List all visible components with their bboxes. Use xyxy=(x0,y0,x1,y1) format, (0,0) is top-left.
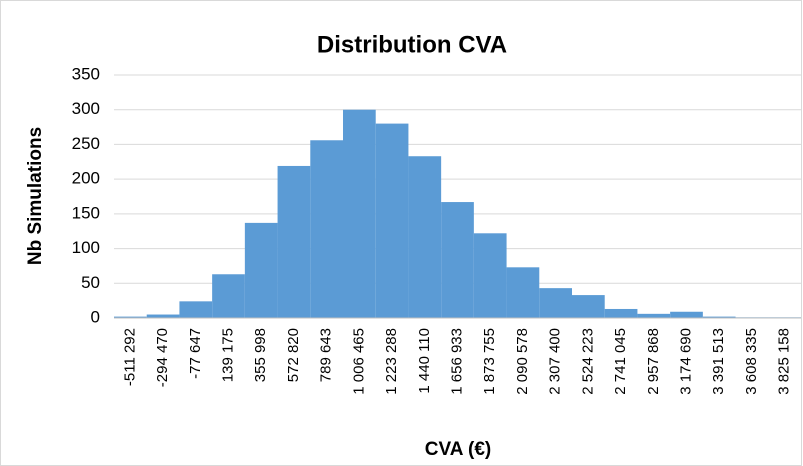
chart-title: Distribution CVA xyxy=(317,31,507,58)
x-tick-label: 2 957 868 xyxy=(645,328,662,395)
bar xyxy=(179,301,213,318)
y-tick-label: 200 xyxy=(72,169,100,188)
y-tick-label: 350 xyxy=(72,64,100,83)
x-tick-label: 3 608 335 xyxy=(743,328,760,395)
x-tick-label: 1 873 755 xyxy=(481,328,498,395)
y-tick-label: 300 xyxy=(72,99,100,118)
bar xyxy=(343,109,376,318)
bar xyxy=(637,313,671,318)
bar xyxy=(473,233,507,318)
bar xyxy=(212,274,245,318)
bar xyxy=(539,288,572,318)
y-tick-label: 150 xyxy=(72,203,100,222)
y-tick-label: 250 xyxy=(72,134,100,153)
x-tick-label: 1 440 110 xyxy=(416,328,433,394)
bar xyxy=(375,123,409,318)
y-tick-label: 50 xyxy=(81,273,100,292)
x-tick-label: 1 656 933 xyxy=(448,328,465,395)
x-tick-label: 2 741 045 xyxy=(612,328,629,395)
bar xyxy=(114,316,147,318)
x-tick-label: 3 391 513 xyxy=(710,328,727,395)
bar xyxy=(702,316,736,318)
bar xyxy=(244,222,278,318)
x-tick-label: 789 643 xyxy=(318,328,335,382)
y-tick-label: 0 xyxy=(91,307,100,326)
bar xyxy=(310,140,343,318)
y-axis-label: Nb Simulations xyxy=(25,127,46,265)
y-tick-label: 100 xyxy=(72,238,100,257)
x-tick-label: 3 174 690 xyxy=(677,328,694,395)
x-tick-label: 1 223 288 xyxy=(383,328,400,395)
bar xyxy=(408,156,442,318)
x-tick-label: -511 292 xyxy=(121,328,138,386)
bar xyxy=(670,311,703,318)
x-tick-label: -77 647 xyxy=(187,328,204,379)
x-tick-label: 355 998 xyxy=(252,328,269,382)
x-tick-label: 2 090 578 xyxy=(514,328,531,395)
x-tick-label: -294 470 xyxy=(154,328,171,387)
bar xyxy=(572,295,605,318)
x-tick-label: 139 175 xyxy=(219,328,236,382)
bar xyxy=(604,308,638,318)
bar xyxy=(441,202,474,318)
bar xyxy=(146,314,180,318)
x-tick-label: 1 006 465 xyxy=(350,328,367,395)
bar xyxy=(506,267,540,318)
x-tick-label: 2 307 400 xyxy=(547,328,564,395)
x-tick-label: 572 820 xyxy=(285,328,302,382)
x-axis-label: CVA (€) xyxy=(425,439,492,460)
x-tick-label: 2 524 223 xyxy=(579,328,596,395)
bar xyxy=(277,165,311,318)
x-tick-label: 3 825 158 xyxy=(776,328,793,395)
